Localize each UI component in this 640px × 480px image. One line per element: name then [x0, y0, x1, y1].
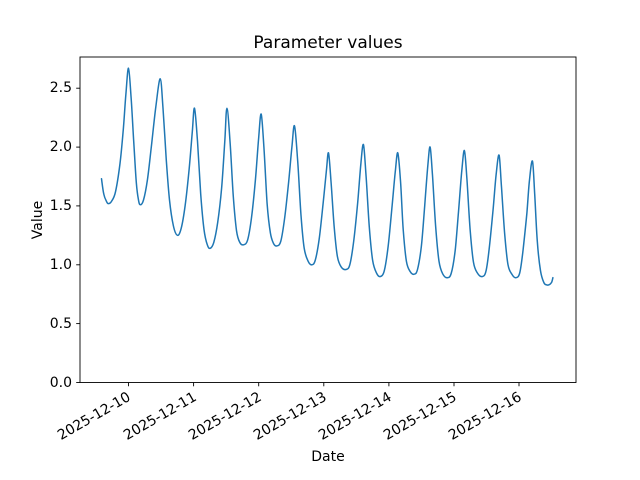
- y-tick-label: 2.5: [49, 80, 72, 97]
- chart-title: Parameter values: [253, 33, 403, 53]
- data-line-series: [100, 67, 554, 286]
- y-tick-label: 1.5: [49, 197, 72, 214]
- y-tick-label: 1.0: [49, 256, 72, 273]
- y-tick-label: 0.0: [49, 374, 72, 391]
- x-axis-label: Date: [311, 449, 345, 465]
- y-tick-label: 2.0: [49, 139, 72, 156]
- plot-border: [79, 56, 577, 383]
- y-tick-label: 0.5: [49, 315, 72, 332]
- axis-tick-marks: [76, 87, 520, 387]
